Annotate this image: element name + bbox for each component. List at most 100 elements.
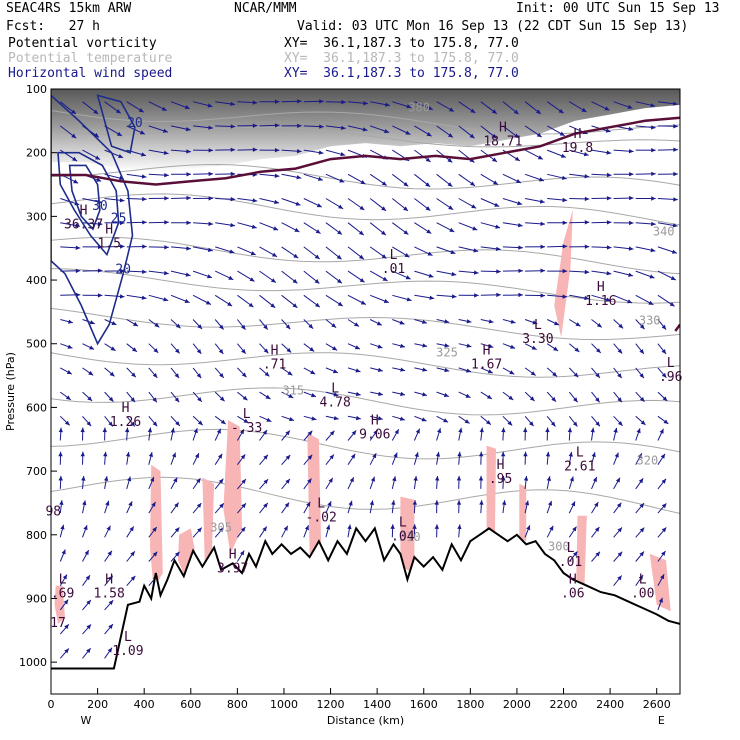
wind-arrow	[547, 244, 568, 249]
wind-arrow	[126, 220, 147, 225]
extremum-value: 1.26	[110, 415, 141, 430]
wind-arrow	[436, 343, 450, 348]
wind-arrow	[126, 294, 147, 300]
pv-shaded-region	[576, 515, 587, 586]
wind-arrow	[325, 270, 343, 284]
wind-arrow	[657, 453, 666, 465]
wind-arrow	[303, 430, 313, 441]
wind-arrow	[635, 196, 656, 201]
extremum-value: 9.06	[359, 428, 390, 443]
theta-contour	[51, 307, 680, 341]
wind-arrow	[547, 197, 568, 203]
wind-arrow	[259, 148, 280, 153]
wind-arrow	[613, 527, 623, 538]
wind-arrow	[259, 367, 270, 377]
wind-arrow	[392, 222, 409, 235]
wind-arrow	[458, 198, 477, 209]
wind-arrow	[325, 430, 335, 441]
pv-shaded-region	[519, 483, 527, 542]
wind-arrow	[613, 101, 633, 109]
wind-arrow	[59, 549, 66, 562]
pv-contour-line	[51, 116, 680, 186]
wind-arrow	[547, 149, 566, 158]
wind-arrow	[436, 270, 457, 277]
wind-arrow	[237, 343, 247, 355]
wind-arrow	[303, 198, 323, 208]
wind-arrow	[148, 270, 169, 276]
wind-contour-label: 25	[111, 212, 127, 227]
terrain-line	[51, 526, 680, 670]
wind-arrow	[412, 524, 417, 538]
wind-arrow	[502, 125, 520, 139]
extremum-value: .00	[631, 587, 654, 602]
wind-arrow	[192, 319, 203, 330]
wind-arrow	[370, 294, 389, 304]
wind-arrow	[347, 500, 353, 514]
wind-arrow	[613, 502, 622, 514]
wind-arrow	[281, 222, 300, 233]
wind-arrow	[591, 319, 603, 328]
wind-arrow	[148, 196, 169, 201]
wind-arrow	[613, 149, 634, 154]
wind-arrow	[82, 343, 95, 350]
wind-arrow	[59, 125, 77, 139]
extremum-letter: L	[399, 515, 407, 530]
wind-arrow	[170, 246, 191, 251]
wind-arrow	[259, 270, 277, 284]
wind-arrow	[303, 501, 311, 514]
wind-arrow	[613, 172, 634, 177]
wind-arrow	[303, 99, 324, 104]
wind-arrow	[480, 415, 492, 425]
wind-arrow	[479, 451, 484, 465]
wind-arrow	[502, 292, 523, 298]
wind-arrow	[347, 198, 365, 211]
wind-arrow	[148, 551, 158, 562]
wind-arrow	[237, 246, 256, 256]
wind-arrow	[523, 475, 529, 489]
wind-arrow	[82, 599, 92, 611]
wind-arrow	[126, 391, 136, 403]
wind-arrow	[237, 100, 258, 105]
wind-arrow	[502, 245, 523, 250]
wind-arrow	[214, 502, 225, 514]
wind-arrow	[82, 500, 87, 514]
wind-arrow	[82, 293, 103, 298]
wind-arrow	[568, 367, 579, 378]
wind-arrow	[192, 391, 203, 403]
wind-arrow	[523, 427, 528, 441]
pv-shaded-region	[223, 420, 242, 554]
wind-arrow	[259, 502, 269, 514]
wind-arrow	[546, 319, 560, 326]
extremum-letter: H	[271, 344, 279, 359]
wind-arrow	[126, 367, 137, 378]
wind-arrow	[525, 198, 545, 204]
wind-arrow	[325, 477, 334, 490]
wind-arrow	[524, 343, 537, 351]
wind-arrow	[502, 367, 515, 375]
wind-arrow	[569, 196, 590, 202]
wind-arrow	[59, 574, 68, 586]
wind-arrow	[502, 173, 522, 184]
wind-arrow	[613, 367, 623, 379]
wind-arrow	[237, 391, 248, 401]
wind-arrow	[436, 222, 455, 233]
wind-arrow	[192, 367, 202, 379]
wind-arrow	[347, 173, 366, 185]
wind-arrow	[237, 294, 254, 308]
wind-arrow	[126, 343, 138, 353]
wind-arrow	[325, 198, 344, 210]
wind-arrow	[192, 294, 212, 305]
wind-arrow	[170, 477, 178, 490]
wind-arrow	[635, 415, 646, 426]
wind-arrow	[148, 476, 155, 490]
wind-arrow	[502, 101, 519, 115]
wind-arrow	[546, 476, 551, 490]
wind-arrow	[303, 270, 320, 284]
wind-arrow	[480, 222, 501, 229]
center-label: NCAR/MMM	[234, 1, 297, 16]
wind-arrow	[635, 574, 644, 586]
wind-arrow	[501, 451, 506, 465]
wind-arrow	[259, 294, 276, 309]
extremum-letter: H	[483, 344, 491, 359]
wind-arrow	[635, 101, 656, 108]
